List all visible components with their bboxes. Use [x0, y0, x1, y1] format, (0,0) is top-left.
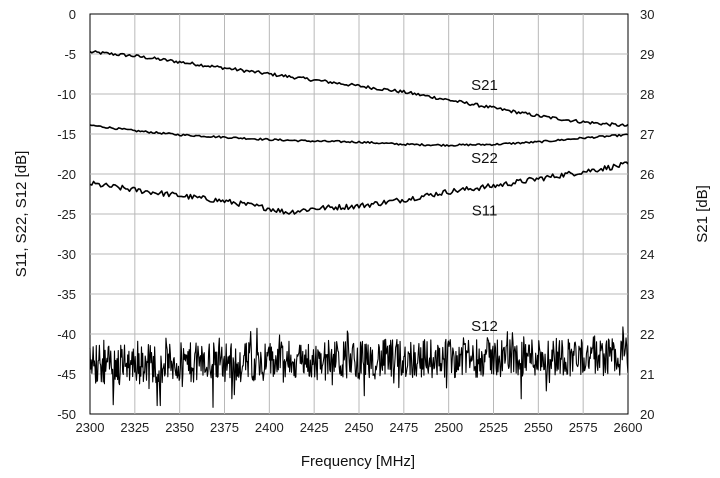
x-tick-label: 2325 — [120, 420, 149, 435]
y-left-tick-label: -15 — [57, 127, 76, 142]
y-right-tick-label: 24 — [640, 247, 654, 262]
x-tick-label: 2375 — [210, 420, 239, 435]
y-left-tick-label: -5 — [64, 47, 76, 62]
y-right-tick-label: 30 — [640, 7, 654, 22]
series-label-s12: S12 — [471, 318, 498, 335]
x-tick-label: 2600 — [614, 420, 643, 435]
y-right-tick-label: 25 — [640, 207, 654, 222]
y-right-tick-label: 26 — [640, 167, 654, 182]
y-left-axis-label: S11, S22, S12 [dB] — [13, 151, 30, 277]
x-tick-labels: 2300 2325 2350 2375 2400 2425 2450 2475 2500 2525… — [76, 420, 643, 435]
series-line-s21 — [89, 50, 629, 127]
x-tick-label: 2500 — [434, 420, 463, 435]
y-left-tick-label: -20 — [57, 167, 76, 182]
x-tick-label: 2350 — [165, 420, 194, 435]
y-right-tick-label: 29 — [640, 47, 654, 62]
y-left-tick-label: -35 — [57, 287, 76, 302]
x-tick-label: 2525 — [479, 420, 508, 435]
series-line-s22 — [89, 124, 629, 147]
x-tick-label: 2400 — [255, 420, 284, 435]
y-right-tick-label: 27 — [640, 127, 654, 142]
y-left-tick-label: -50 — [57, 407, 76, 422]
x-tick-label: 2300 — [76, 420, 105, 435]
x-tick-label: 2475 — [389, 420, 418, 435]
y-right-tick-label: 21 — [640, 367, 654, 382]
y-left-tick-label: -45 — [57, 367, 76, 382]
x-axis-label: Frequency [MHz] — [301, 453, 415, 470]
y-left-tick-label: -25 — [57, 207, 76, 222]
x-tick-label: 2425 — [300, 420, 329, 435]
x-tick-label: 2550 — [524, 420, 553, 435]
series-label-s11: S11 — [472, 203, 498, 220]
y-left-tick-label: 0 — [69, 7, 76, 22]
grid — [90, 14, 628, 414]
y-left-tick-labels: 0 -5 -10 -15 -20 -25 -30 -35 -40 -45 -50 — [57, 7, 76, 422]
series-label-s22: S22 — [471, 150, 498, 167]
x-tick-label: 2575 — [569, 420, 598, 435]
y-left-tick-label: -10 — [57, 87, 76, 102]
y-right-tick-label: 22 — [640, 327, 654, 342]
series-group — [89, 50, 629, 408]
y-right-axis-label: S21 [dB] — [694, 185, 711, 243]
y-left-tick-label: -40 — [57, 327, 76, 342]
series-label-s21: S21 — [471, 77, 498, 94]
series-labels: S21 S22 S11 S12 — [471, 77, 498, 335]
y-right-tick-labels: 30 29 28 27 26 25 24 23 22 21 20 — [640, 7, 654, 422]
series-line-s11 — [89, 161, 629, 215]
y-right-tick-label: 28 — [640, 87, 654, 102]
x-tick-label: 2450 — [345, 420, 374, 435]
series-line-s12 — [89, 326, 629, 408]
y-right-tick-label: 20 — [640, 407, 654, 422]
y-right-tick-label: 23 — [640, 287, 654, 302]
y-left-tick-label: -30 — [57, 247, 76, 262]
